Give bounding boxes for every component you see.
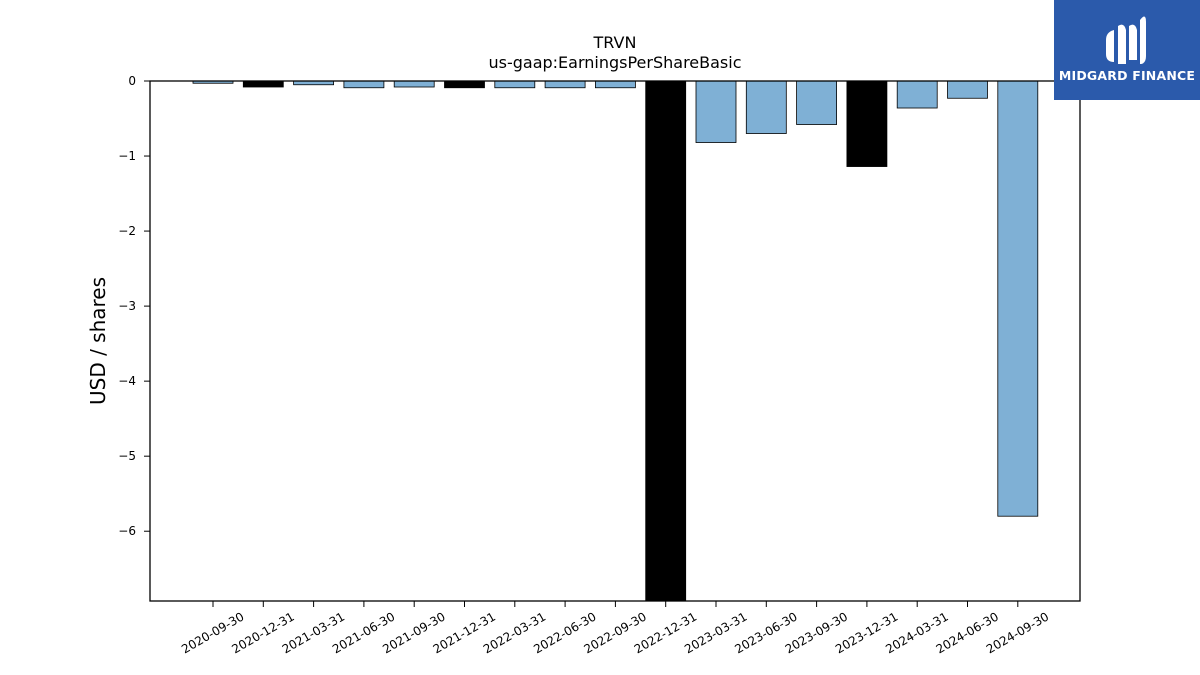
bar-2020-12-31 bbox=[242, 80, 284, 88]
bar-2024-03-31 bbox=[896, 80, 938, 109]
bar-2022-06-30 bbox=[544, 80, 586, 89]
bar-2023-06-30 bbox=[745, 80, 787, 134]
brand-name: MIDGARD FINANCE bbox=[1058, 68, 1196, 83]
bar-2022-12-31 bbox=[645, 80, 687, 602]
bar-2024-09-30 bbox=[997, 80, 1039, 517]
chart-title: TRVN bbox=[593, 33, 637, 52]
y-axis: 0 −1 −2 −3 −4 −5 −6 bbox=[118, 74, 150, 538]
y-tick-label: −3 bbox=[118, 299, 136, 313]
bar-2022-09-30 bbox=[595, 80, 636, 89]
midgard-logo-icon bbox=[1106, 16, 1146, 65]
bars-layer bbox=[192, 80, 1039, 602]
bar-2024-06-30 bbox=[947, 80, 988, 99]
y-tick-label: −6 bbox=[118, 524, 136, 538]
x-axis: 2020-09-302020-12-312021-03-312021-06-30… bbox=[179, 601, 1051, 656]
y-tick-label: −2 bbox=[118, 224, 136, 238]
y-tick-label: −5 bbox=[118, 449, 136, 463]
y-tick-label: −4 bbox=[118, 374, 136, 388]
bar-2023-09-30 bbox=[796, 80, 837, 125]
y-axis-label: USD / shares bbox=[86, 277, 110, 405]
y-tick-label: −1 bbox=[118, 149, 136, 163]
bar-2023-12-31 bbox=[846, 80, 888, 167]
bar-2021-12-31 bbox=[444, 80, 485, 89]
y-tick-label: 0 bbox=[128, 74, 136, 88]
bar-2022-03-31 bbox=[494, 80, 536, 89]
bar-2021-06-30 bbox=[343, 80, 385, 89]
brand-logo: MIDGARD FINANCE bbox=[1054, 0, 1200, 100]
chart-subtitle: us-gaap:EarningsPerShareBasic bbox=[488, 53, 741, 72]
plot-frame bbox=[149, 80, 1081, 602]
bar-2023-03-31 bbox=[695, 80, 737, 143]
bar-2021-09-30 bbox=[393, 80, 435, 88]
